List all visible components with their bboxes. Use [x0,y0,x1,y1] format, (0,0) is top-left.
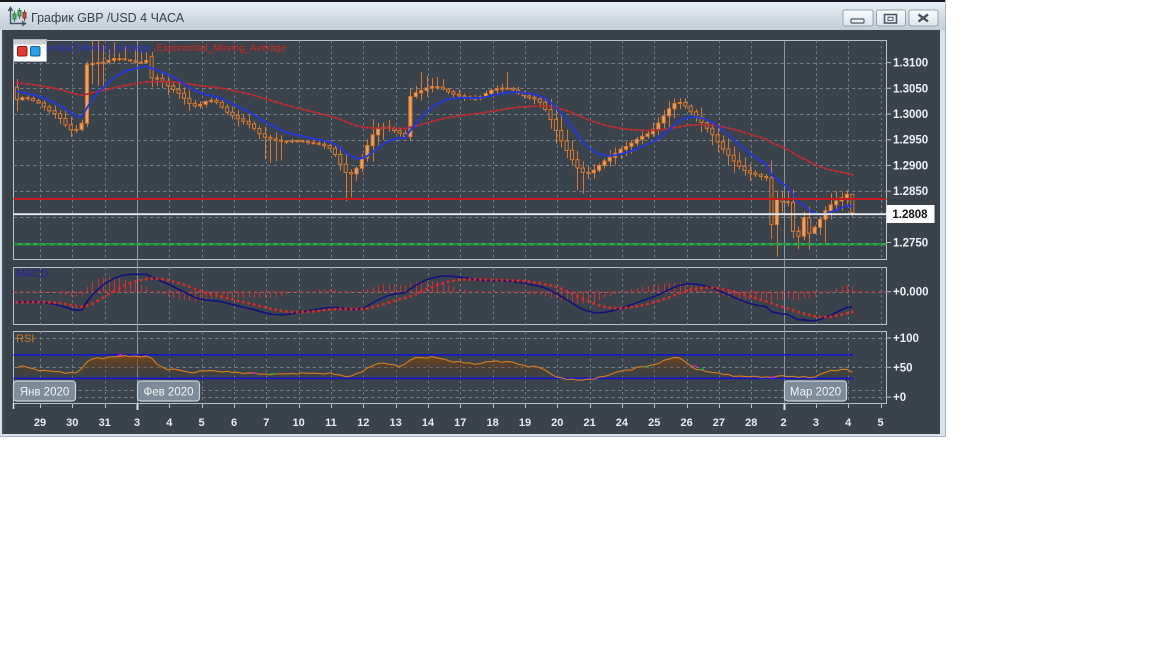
svg-text:13: 13 [389,417,401,429]
svg-text:20: 20 [551,417,563,429]
svg-text:Exponential_Moving_Average ,Ex: Exponential_Moving_Average ,Exponential_… [21,43,287,54]
svg-text:4: 4 [845,417,852,429]
svg-text:График GBP /USD 4 ЧАСА: График GBP /USD 4 ЧАСА [31,11,185,25]
svg-text:RSI: RSI [16,333,34,345]
svg-text:19: 19 [519,417,531,429]
svg-text:1.2950: 1.2950 [893,135,928,147]
svg-text:11: 11 [325,417,337,429]
svg-text:26: 26 [680,417,692,429]
svg-text:12: 12 [357,417,369,429]
svg-text:1.3100: 1.3100 [893,58,928,70]
svg-text:+100: +100 [893,333,919,345]
svg-text:27: 27 [713,417,725,429]
svg-text:1.2900: 1.2900 [893,160,928,172]
svg-text:29: 29 [34,417,46,429]
svg-text:28: 28 [745,417,757,429]
svg-text:Янв 2020: Янв 2020 [20,387,70,399]
svg-text:25: 25 [648,417,660,429]
svg-text:Фев 2020: Фев 2020 [143,387,193,399]
svg-text:1.2808: 1.2808 [892,209,928,221]
svg-text:1.2850: 1.2850 [893,186,928,198]
svg-text:7: 7 [263,417,269,429]
svg-text:MACD: MACD [16,268,48,280]
svg-text:5: 5 [878,417,884,429]
svg-text:21: 21 [583,417,595,429]
svg-text:6: 6 [231,417,237,429]
svg-text:5: 5 [199,417,205,429]
svg-text:1.3050: 1.3050 [893,83,928,95]
svg-text:3: 3 [134,417,140,429]
svg-text:Мар 2020: Мар 2020 [790,387,841,399]
svg-text:18: 18 [486,417,498,429]
svg-text:17: 17 [454,417,466,429]
svg-text:10: 10 [292,417,304,429]
svg-text:4: 4 [166,417,173,429]
svg-text:1.2750: 1.2750 [893,238,928,250]
svg-text:31: 31 [99,417,111,429]
svg-text:+50: +50 [893,362,913,374]
svg-text:24: 24 [616,417,629,429]
svg-text:14: 14 [422,417,435,429]
svg-text:+0.000: +0.000 [893,287,929,299]
svg-text:1.3000: 1.3000 [893,109,928,121]
svg-text:2: 2 [781,417,787,429]
svg-text:30: 30 [66,417,78,429]
svg-text:+0: +0 [893,392,906,404]
svg-text:3: 3 [813,417,819,429]
